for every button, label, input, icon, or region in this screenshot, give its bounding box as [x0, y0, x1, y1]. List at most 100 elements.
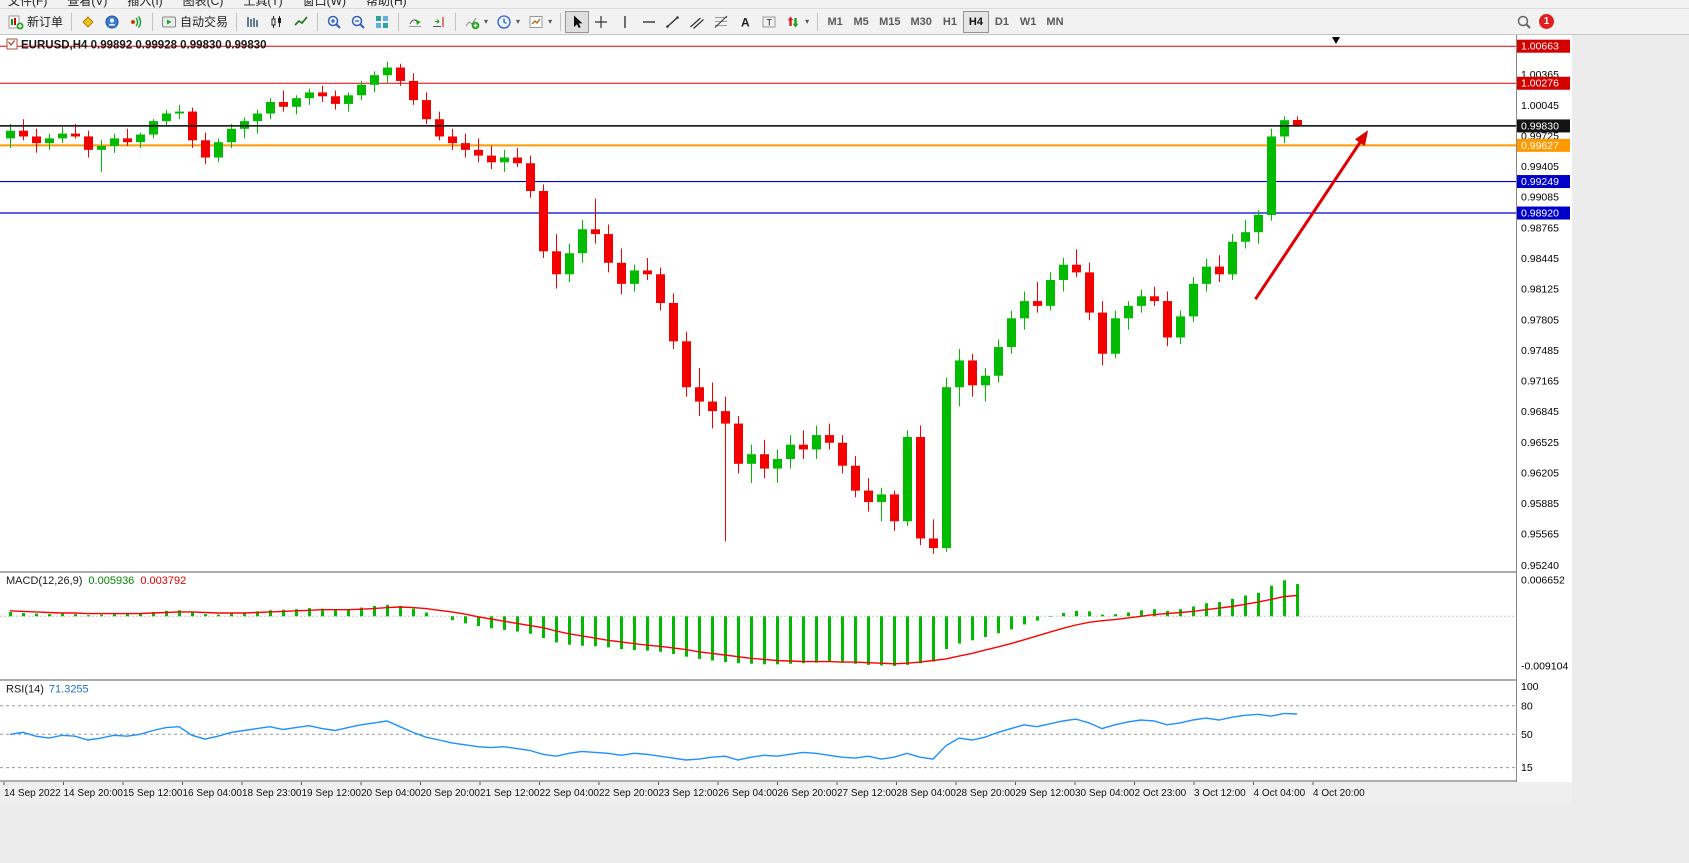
time-axis-label: 30 Sep 04:00 [1075, 788, 1135, 799]
chart-plot-area[interactable] [0, 35, 1516, 571]
chart-canvas[interactable]: 1.003651.000450.997250.994050.990850.987… [0, 35, 1572, 803]
text-label-button[interactable]: T [757, 11, 781, 33]
horizontal-line-button[interactable] [637, 11, 661, 33]
menu-item[interactable]: 窗口(W) [302, 0, 346, 8]
fibonacci-button[interactable] [709, 11, 733, 33]
rsi-scale-label: 15 [1521, 762, 1533, 774]
triangle-marker[interactable] [1332, 37, 1340, 45]
timeframe-w1-label: W1 [1019, 15, 1037, 28]
candle [708, 401, 717, 412]
menu-item[interactable]: 帮助(H) [365, 0, 407, 8]
timeframe-m5-label: M5 [853, 15, 869, 28]
candle [1189, 283, 1198, 317]
timeframe-h4-button[interactable]: H4 [962, 10, 989, 33]
autotrading-button[interactable]: 自动交易 [157, 11, 232, 33]
arrows-button[interactable]: ▾ [781, 11, 813, 33]
timeframe-m30-button[interactable]: M30 [906, 11, 937, 33]
rsi-scale-label: 50 [1521, 729, 1533, 741]
timeframe-w1-button[interactable]: W1 [1015, 11, 1042, 33]
timeframe-d1-button[interactable]: D1 [989, 11, 1015, 33]
chart-shift-button[interactable] [427, 11, 451, 33]
vertical-line-icon [617, 14, 633, 30]
panel-separator[interactable] [0, 571, 1572, 573]
panel-separator [0, 780, 1572, 782]
timeframe-m5-button[interactable]: M5 [848, 11, 874, 33]
menu-items-row: 文件(F) 查看(V) 插入(I) 图表(C) 工具(T) 窗口(W) 帮助(H) [0, 0, 1689, 8]
candle [279, 102, 288, 107]
timeframe-h1-button[interactable]: H1 [937, 11, 963, 33]
search-icon[interactable] [1516, 14, 1532, 30]
price-tag-label: 0.98920 [1521, 208, 1559, 220]
notification-badge[interactable]: 1 [1539, 14, 1554, 29]
time-axis-label: 14 Sep 2022 [4, 788, 61, 799]
candle [760, 454, 769, 469]
vertical-line-button[interactable] [613, 11, 637, 33]
candle [838, 442, 847, 466]
new-order-button[interactable]: 新订单 [4, 11, 67, 33]
news-button[interactable] [124, 11, 148, 33]
auto-scroll-button[interactable] [403, 11, 427, 33]
auto-scroll-icon [407, 14, 423, 30]
price-scale[interactable] [1516, 35, 1572, 782]
menu-item[interactable]: 图表(C) [182, 0, 224, 8]
candle [123, 138, 132, 143]
rsi-scale-label: 100 [1521, 681, 1539, 693]
time-axis-label: 14 Sep 20:00 [64, 788, 124, 799]
rsi-name: RSI(14) [6, 684, 44, 696]
timeframe-h1-label: H1 [942, 15, 957, 28]
price-scale-label: 1.00045 [1521, 100, 1559, 112]
candle [45, 138, 54, 144]
autotrading-label: 自动交易 [180, 15, 229, 29]
candle [344, 95, 353, 104]
toolbar-groups: 新订单 自动交易 ▾ ▾ ▾ A T ▾ M1 M5 M15 M30 H1 H4 D1 W1 MN [4, 9, 1069, 34]
timeframe-h4-label: H4 [968, 15, 983, 28]
candle [513, 157, 522, 164]
toolbar-separator [455, 12, 457, 31]
panel-separator[interactable] [0, 679, 1572, 681]
candle [461, 143, 470, 150]
chart-title-group: EURUSD,H4 0.99892 0.99928 0.99830 0.9983… [6, 38, 267, 52]
timeframe-m1-button[interactable]: M1 [822, 11, 848, 33]
templates-button[interactable]: ▾ [524, 11, 556, 33]
candle [1072, 264, 1081, 273]
candle [1176, 316, 1185, 338]
tile-windows-button[interactable] [370, 11, 394, 33]
price-scale-label: 0.96845 [1521, 406, 1559, 418]
candle [214, 142, 223, 158]
timeframe-m15-button[interactable]: M15 [874, 11, 905, 33]
menu-item[interactable]: 文件(F) [8, 0, 48, 8]
candle [1150, 296, 1159, 302]
toolbar-group: 自动交易 [157, 11, 232, 33]
crosshair-button[interactable] [589, 11, 613, 33]
zoom-out-button[interactable] [346, 11, 370, 33]
candle [968, 360, 977, 386]
channel-button[interactable] [685, 11, 709, 33]
text-button[interactable]: A [733, 11, 757, 33]
zoom-in-button[interactable] [322, 11, 346, 33]
candle [604, 234, 613, 263]
candle [903, 437, 912, 522]
cursor-button[interactable] [565, 10, 590, 33]
candle [370, 75, 379, 85]
indicators-button[interactable]: ▾ [460, 11, 492, 33]
time-axis[interactable] [0, 782, 1572, 803]
trend-arrow[interactable] [1254, 130, 1369, 301]
bar-chart-button[interactable] [241, 11, 265, 33]
timeframe-mn-button[interactable]: MN [1041, 11, 1068, 33]
price-scale-label: 0.95885 [1521, 498, 1559, 510]
time-axis-label: 28 Sep 04:00 [897, 788, 957, 799]
metaeditor-button[interactable] [76, 11, 100, 33]
menu-item[interactable]: 工具(T) [243, 0, 283, 8]
trendline-button[interactable] [661, 11, 685, 33]
menu-item[interactable]: 查看(V) [67, 0, 108, 8]
line-chart-button[interactable] [289, 11, 313, 33]
candle [1215, 266, 1224, 275]
svg-text:A: A [741, 15, 750, 29]
price-scale-label: 0.96525 [1521, 437, 1559, 449]
candlestick-chart-button[interactable] [265, 11, 289, 33]
menu-item[interactable]: 插入(I) [127, 0, 163, 8]
periods-button[interactable]: ▾ [492, 11, 524, 33]
market-watch-icon [104, 14, 120, 30]
market-watch-button[interactable] [100, 11, 124, 33]
rsi-scale-label: 80 [1521, 700, 1533, 712]
